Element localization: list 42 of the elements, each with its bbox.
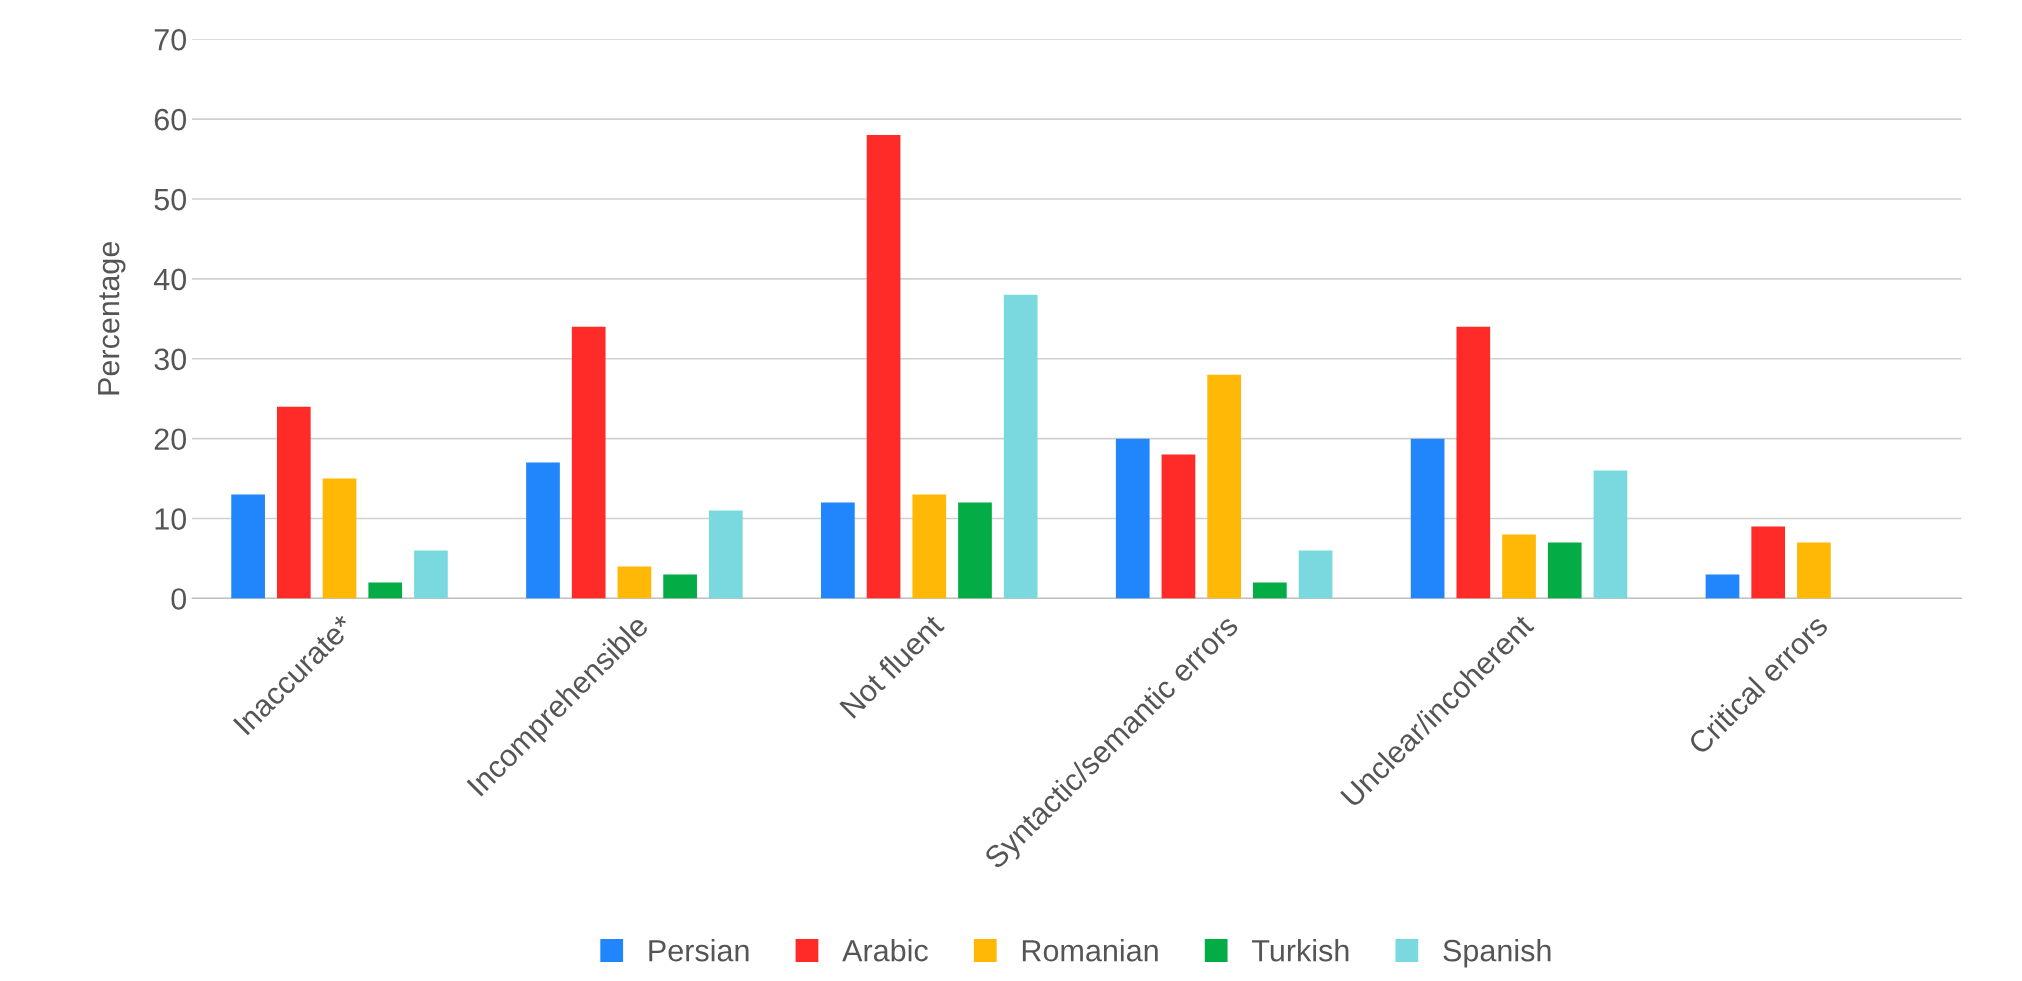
bar — [1115, 438, 1150, 599]
y-axis-title: Percentage — [98, 242, 126, 395]
bar — [1298, 550, 1333, 599]
legend-label: Persian — [649, 939, 749, 962]
y-tick-label: 50 — [154, 188, 187, 211]
bar — [571, 326, 606, 599]
bar — [1797, 542, 1831, 599]
bar — [1410, 438, 1445, 599]
bar — [821, 502, 855, 599]
bar — [526, 462, 560, 599]
bar — [414, 550, 448, 599]
bar — [1502, 534, 1536, 599]
bar — [276, 406, 311, 599]
bar — [1547, 542, 1582, 599]
bar — [1751, 526, 1786, 599]
bar — [617, 566, 652, 599]
legend-label: Romanian — [1022, 939, 1158, 962]
bar — [912, 494, 947, 599]
y-tick-label: 0 — [171, 588, 187, 610]
y-tick-label: 60 — [154, 108, 187, 131]
y-tick-label: 70 — [154, 28, 187, 51]
bar — [1207, 374, 1241, 599]
bar — [708, 510, 743, 599]
legend-label: Turkish — [1252, 939, 1349, 962]
bar — [1593, 470, 1628, 599]
bar — [368, 582, 403, 599]
y-tick-label: 30 — [154, 348, 187, 371]
bar — [866, 135, 901, 599]
legend-label: Arabic — [842, 939, 928, 962]
bar — [1161, 454, 1196, 599]
bar — [1705, 574, 1740, 599]
bar — [1456, 326, 1491, 599]
bar — [958, 502, 992, 599]
bar — [1003, 294, 1038, 599]
bar — [231, 494, 265, 599]
bar — [1253, 582, 1287, 599]
bar — [322, 478, 357, 599]
y-tick-label: 20 — [154, 428, 187, 451]
bar — [663, 574, 697, 599]
y-tick-label: 40 — [153, 268, 187, 291]
y-tick-label: 10 — [155, 508, 187, 530]
legend-label: Spanish — [1443, 939, 1551, 968]
